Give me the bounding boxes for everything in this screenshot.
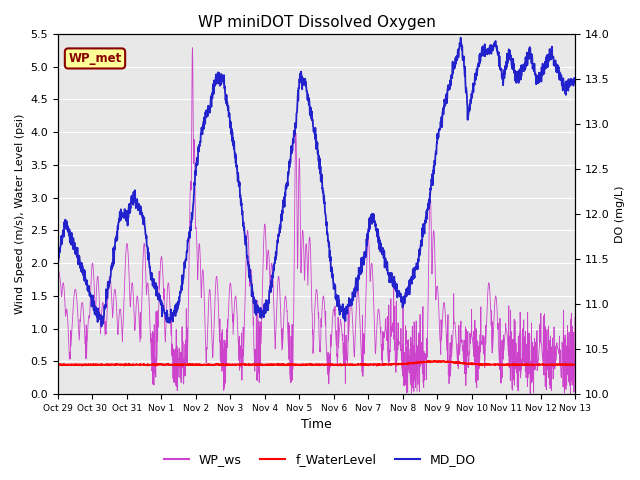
- Y-axis label: Wind Speed (m/s), Water Level (psi): Wind Speed (m/s), Water Level (psi): [15, 114, 25, 314]
- X-axis label: Time: Time: [301, 419, 332, 432]
- Legend: WP_ws, f_WaterLevel, MD_DO: WP_ws, f_WaterLevel, MD_DO: [159, 448, 481, 471]
- Y-axis label: DO (mg/L): DO (mg/L): [615, 185, 625, 243]
- Text: WP_met: WP_met: [68, 52, 122, 65]
- Title: WP miniDOT Dissolved Oxygen: WP miniDOT Dissolved Oxygen: [198, 15, 435, 30]
